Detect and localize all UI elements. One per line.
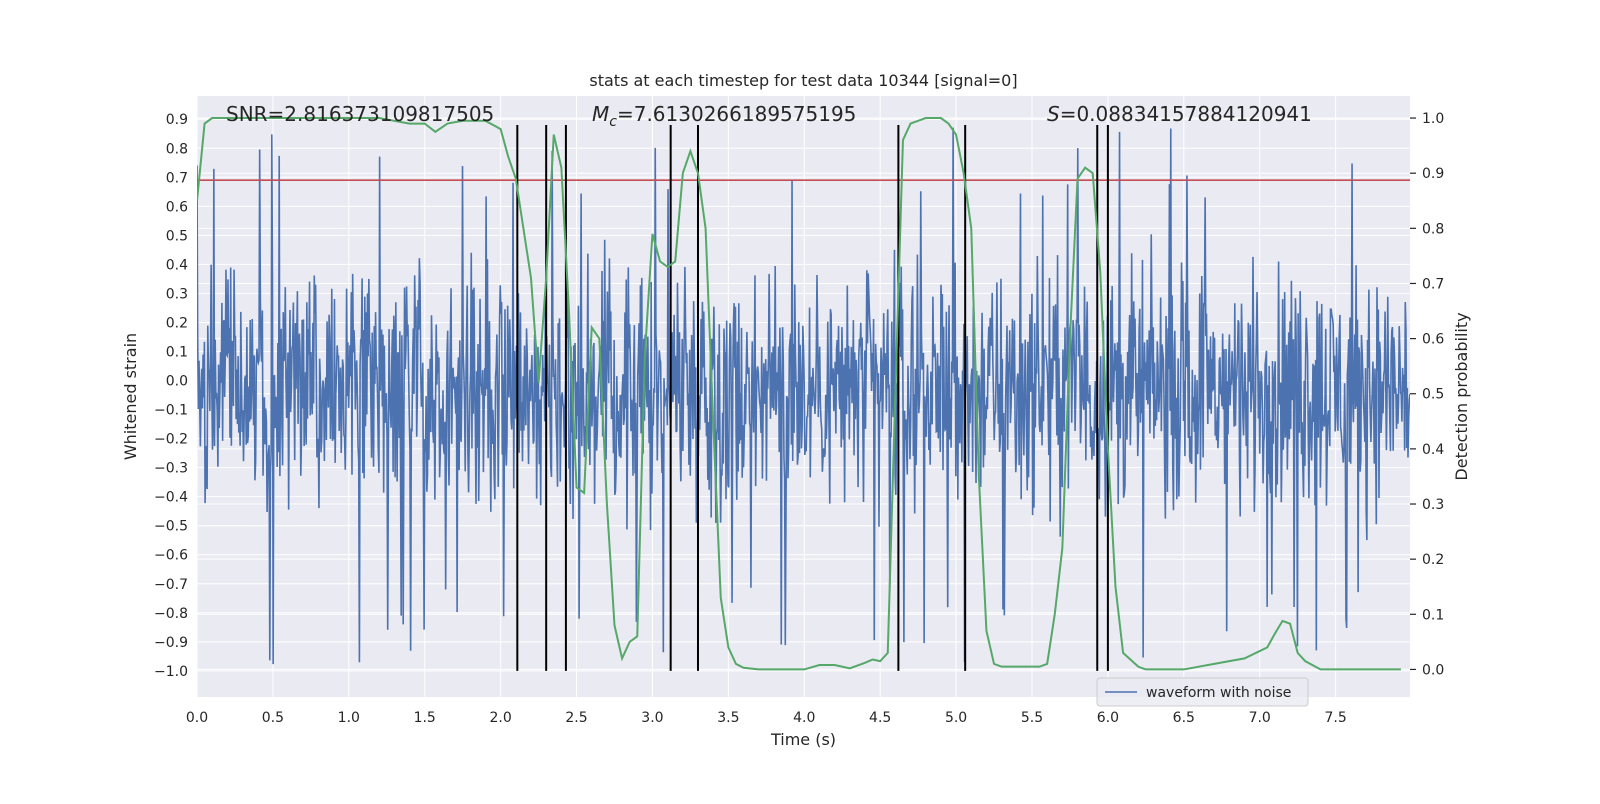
y-right-tick-label: 0.0	[1422, 662, 1444, 678]
y-left-tick-label: 0.6	[166, 199, 188, 215]
s-annotation: S=0.08834157884120941	[1047, 102, 1312, 126]
y-left-tick-label: 0.4	[166, 257, 188, 273]
s-symbol: S	[1047, 102, 1060, 126]
x-tick-label: 4.0	[793, 710, 815, 726]
x-tick-label: 1.5	[414, 710, 436, 726]
x-axis-label: Time (s)	[770, 730, 836, 749]
probability-line	[197, 117, 1401, 671]
y-right-tick-label: 0.5	[1422, 387, 1444, 403]
x-tick-label: 7.0	[1249, 710, 1271, 726]
x-tick-label: 2.5	[565, 710, 587, 726]
x-tick-label: 6.0	[1097, 710, 1119, 726]
chirp-mass-subscript: c	[609, 114, 617, 130]
y-left-tick-label: −0.9	[154, 635, 188, 651]
y-left-tick-label: 0.8	[166, 141, 188, 157]
s-value: =0.08834157884120941	[1060, 102, 1312, 126]
chirp-mass-symbol: M	[592, 102, 609, 126]
waveform-line	[197, 127, 1410, 665]
x-tick-label: 7.5	[1324, 710, 1346, 726]
event-markers	[516, 125, 1109, 671]
y-right-tick-label: 1.0	[1422, 111, 1444, 127]
chirp-mass-value: =7.6130266189575195	[617, 102, 856, 126]
y-left-tick-label: 0.1	[166, 344, 188, 360]
y-right-tick-label: 0.3	[1422, 497, 1444, 513]
y-right-tick-label: 0.7	[1422, 276, 1444, 292]
legend-entry: waveform with noise	[1146, 685, 1291, 701]
y-left-tick-label: 0.5	[166, 228, 188, 244]
y-right-tick-label: 0.2	[1422, 552, 1444, 568]
y-right-tick-label: 0.6	[1422, 332, 1444, 348]
y-left-tick-label: 0.9	[166, 112, 188, 128]
legend-box	[1096, 677, 1309, 707]
x-tick-label: 1.0	[338, 710, 360, 726]
y-left-tick-label: −0.2	[154, 432, 188, 448]
x-tick-label: 2.0	[489, 710, 511, 726]
x-tick-label: 0.5	[262, 710, 284, 726]
y-left-tick-label: −1.0	[154, 664, 188, 680]
waveform-series	[197, 127, 1410, 665]
chirp-mass-annotation: Mc=7.6130266189575195	[592, 102, 856, 130]
axes: 0.0 0.5 1.0 1.5 2.0 2.5 3.0 3.5 4.0 4.5 5.0 5.5 6.0 6…	[154, 111, 1444, 726]
y-left-tick-label: −0.8	[154, 606, 188, 622]
y-right-tick-label: 0.1	[1422, 607, 1444, 623]
y-left-tick-label: 0.7	[166, 170, 188, 186]
y-axis-left-label: Whitened strain	[121, 333, 140, 460]
y-right-tick-label: 0.9	[1422, 166, 1444, 182]
y-left-tick-label: 0.3	[166, 286, 188, 302]
x-tick-label: 0.0	[186, 710, 208, 726]
y-left-tick-label: 0.0	[166, 374, 188, 390]
chart-title: stats at each timestep for test data 103…	[589, 71, 1017, 90]
x-tick-label: 3.5	[717, 710, 739, 726]
y-axis-right-label: Detection probability	[1452, 312, 1471, 480]
y-left-tick-label: −0.4	[154, 490, 188, 506]
y-left-tick-label: −0.7	[154, 577, 188, 593]
y-left-tick-label: −0.5	[154, 519, 188, 535]
y-left-tick-label: −0.1	[154, 403, 188, 419]
snr-annotation: SNR=2.816373109817505	[226, 102, 494, 126]
x-tick-label: 3.0	[641, 710, 663, 726]
y-left-tick-label: −0.6	[154, 548, 188, 564]
y-right-tick-label: 0.4	[1422, 442, 1444, 458]
x-tick-label: 5.5	[1021, 710, 1043, 726]
probability-series	[197, 117, 1401, 671]
x-tick-label: 4.5	[869, 710, 891, 726]
y-left-tick-label: 0.2	[166, 315, 188, 331]
y-right-tick-label: 0.8	[1422, 221, 1444, 237]
x-tick-label: 5.0	[945, 710, 967, 726]
x-tick-label: 6.5	[1173, 710, 1195, 726]
legend: waveform with noise	[1096, 677, 1309, 707]
y-left-tick-label: −0.3	[154, 461, 188, 477]
